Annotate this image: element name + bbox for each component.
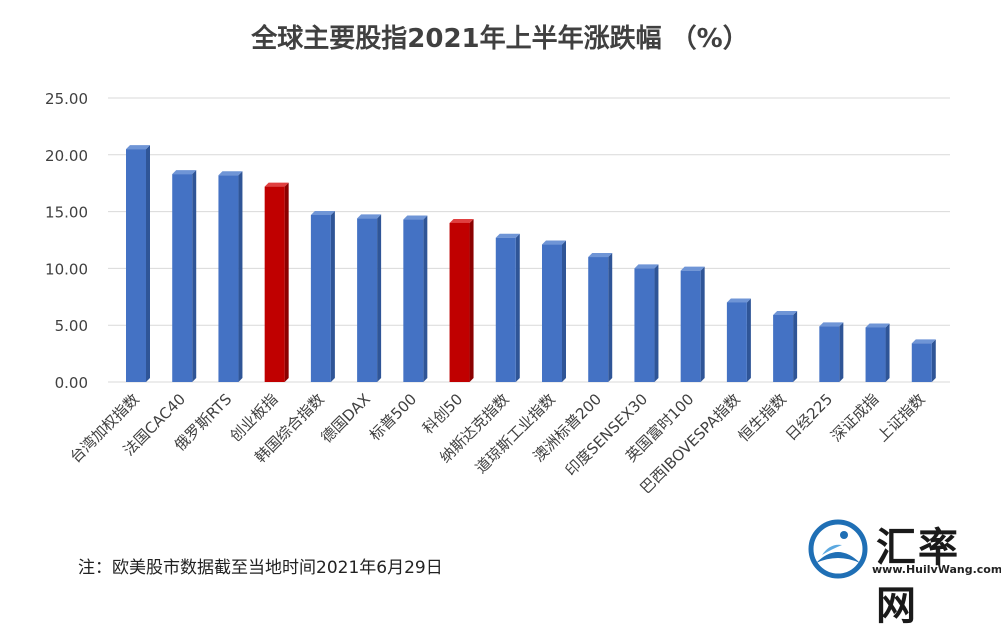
bar	[542, 240, 566, 382]
x-category-label: 标普500	[366, 390, 420, 444]
x-category-label: 德国DAX	[317, 390, 373, 446]
bar	[403, 215, 428, 382]
bar	[264, 182, 289, 382]
x-category-label: 道琼斯工业指数	[472, 390, 559, 477]
y-tick-label: 15.00	[45, 204, 88, 222]
bar	[911, 339, 936, 382]
chart: 全球主要股指2021年上半年涨跌幅 （%） 0.00 5.00 10.00 15.00…	[45, 23, 950, 497]
bar	[357, 214, 382, 382]
bar	[310, 211, 335, 382]
logo[interactable]: 汇率网 www.HuilvWang.com	[800, 515, 1001, 629]
bar	[588, 253, 613, 382]
bar	[819, 322, 844, 382]
huilvwang-logo-icon	[808, 519, 868, 579]
bar	[126, 145, 150, 382]
bar	[218, 171, 243, 382]
bar	[865, 323, 890, 382]
bar	[495, 233, 520, 382]
y-tick-label: 20.00	[45, 147, 88, 165]
x-axis-category-labels: 台湾加权指数法国CAC40俄罗斯RTS创业板指韩国综合指数德国DAX标普500科…	[66, 390, 928, 497]
bar	[773, 310, 798, 382]
y-axis-tick-labels: 0.00 5.00 10.00 15.00 20.00 25.00	[45, 90, 88, 392]
x-category-label: 日经225	[782, 390, 836, 444]
gridlines	[108, 97, 950, 383]
y-tick-label: 0.00	[55, 374, 88, 392]
bar	[634, 264, 659, 382]
y-tick-label: 10.00	[45, 260, 88, 278]
chart-title: 全球主要股指2021年上半年涨跌幅 （%）	[250, 23, 748, 54]
bar	[449, 218, 474, 382]
y-tick-label: 25.00	[45, 90, 88, 108]
x-category-label: 深证成指	[827, 390, 882, 445]
footnote: 注：欧美股市数据截至当地时间2021年6月29日	[78, 558, 443, 578]
x-category-label: 恒生指数	[735, 390, 790, 445]
bar	[172, 170, 197, 382]
x-category-label: 印度SENSEX30	[562, 390, 652, 480]
logo-url: www.HuilvWang.com	[872, 563, 1001, 576]
bar	[726, 298, 751, 382]
x-category-label: 上证指数	[873, 390, 928, 445]
y-tick-label: 5.00	[55, 317, 88, 335]
bars	[126, 145, 936, 382]
bar	[680, 266, 705, 382]
